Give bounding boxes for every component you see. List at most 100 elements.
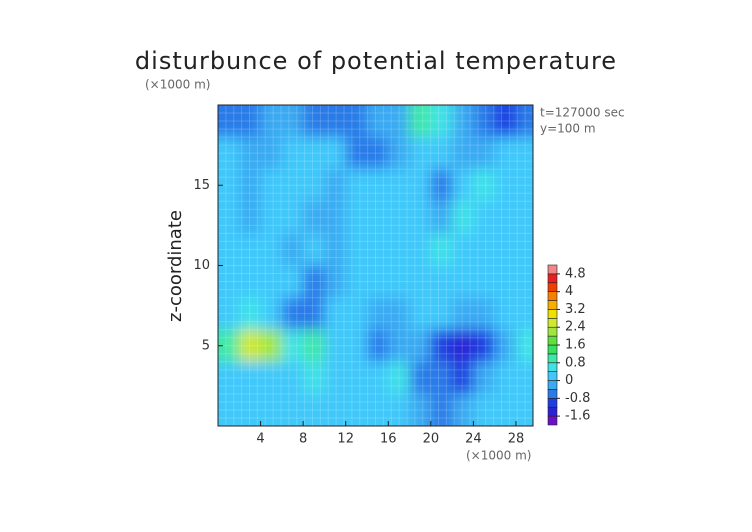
field-cell — [239, 137, 261, 170]
field-cell — [409, 361, 431, 394]
field-cell — [260, 329, 282, 362]
field-cell — [366, 361, 389, 394]
field-cell — [494, 105, 516, 138]
field-cell — [345, 361, 367, 394]
field-cell — [324, 265, 346, 298]
field-cell — [366, 297, 389, 330]
field-cell — [239, 361, 261, 394]
field-cell — [345, 393, 367, 426]
field-cell — [473, 233, 495, 266]
field-cell — [409, 137, 431, 170]
x-tick-label: 28 — [508, 432, 525, 447]
field-cell — [388, 105, 410, 138]
field-cell — [473, 137, 495, 170]
field-cell — [303, 233, 325, 266]
field-cell — [260, 169, 282, 202]
field-cell — [515, 329, 533, 362]
field-cell — [515, 233, 533, 266]
field-cell — [260, 137, 282, 170]
field-cell — [452, 169, 474, 202]
field-cell — [303, 329, 325, 362]
colorbar-label: 0.8 — [565, 355, 586, 370]
field-cell — [409, 233, 431, 266]
field-cell — [239, 265, 261, 298]
field-cell — [366, 329, 389, 362]
field-cell — [281, 201, 304, 234]
field-cell — [239, 169, 261, 202]
field-cell — [239, 297, 261, 330]
field-cell — [324, 105, 346, 138]
field-cell — [366, 137, 389, 170]
field-cell — [366, 233, 389, 266]
x-tick-label: 4 — [256, 432, 264, 447]
field-cell — [303, 169, 325, 202]
colorbar-band — [547, 415, 558, 426]
field-cell — [430, 137, 453, 170]
field-cell — [218, 137, 240, 170]
field-cell — [366, 393, 389, 426]
field-cell — [324, 297, 346, 330]
field-cell — [239, 201, 261, 234]
field-cell — [260, 233, 282, 266]
field-cell — [430, 233, 453, 266]
field-cell — [515, 169, 533, 202]
field-cell — [324, 169, 346, 202]
colorbar-band — [547, 362, 558, 372]
field-cell — [409, 169, 431, 202]
x-tick-label: 20 — [423, 432, 440, 447]
field-cell — [494, 265, 516, 298]
field-cell — [239, 233, 261, 266]
colorbar-label: 0 — [565, 373, 573, 388]
x-tick-label: 12 — [337, 432, 354, 447]
field-cell — [452, 137, 474, 170]
field-cell — [473, 361, 495, 394]
field-cell — [324, 329, 346, 362]
field-cell — [218, 233, 240, 266]
field-cell — [281, 297, 304, 330]
field-cell — [409, 105, 431, 138]
field-cell — [218, 169, 240, 202]
field-cell — [430, 361, 453, 394]
field-cell — [218, 297, 240, 330]
field-cell — [494, 137, 516, 170]
colorbar-band — [547, 300, 558, 310]
field-cell — [345, 265, 367, 298]
field-cell — [494, 297, 516, 330]
field-cell — [388, 361, 410, 394]
field-cell — [345, 201, 367, 234]
x-unit: (×1000 m) — [466, 449, 531, 463]
field-cell — [430, 393, 453, 426]
x-tick-label: 24 — [465, 432, 482, 447]
field-cell — [303, 297, 325, 330]
colorbar-band — [547, 318, 558, 328]
field-cells — [218, 105, 533, 426]
field-cell — [345, 169, 367, 202]
colorbar-band — [547, 380, 558, 390]
field-cell — [260, 297, 282, 330]
field-cell — [409, 329, 431, 362]
field-cell — [388, 137, 410, 170]
colorbar-band — [547, 371, 558, 381]
field-cell — [324, 233, 346, 266]
field-cell — [473, 393, 495, 426]
field-cell — [281, 329, 304, 362]
field-cell — [515, 201, 533, 234]
colorbar-band — [547, 309, 558, 319]
field-cell — [281, 137, 304, 170]
field — [218, 105, 533, 426]
colorbar-label: 4.8 — [565, 266, 586, 281]
field-cell — [281, 265, 304, 298]
field-cell — [303, 137, 325, 170]
chart-title: disturbunce of potential temperature — [135, 47, 617, 75]
field-cell — [303, 361, 325, 394]
field-cell — [430, 201, 453, 234]
field-cell — [303, 265, 325, 298]
field-cell — [473, 297, 495, 330]
field-cell — [260, 361, 282, 394]
field-cell — [452, 297, 474, 330]
field-cell — [260, 105, 282, 138]
field-cell — [409, 393, 431, 426]
field-cell — [515, 137, 533, 170]
colorbar-band — [547, 326, 558, 337]
